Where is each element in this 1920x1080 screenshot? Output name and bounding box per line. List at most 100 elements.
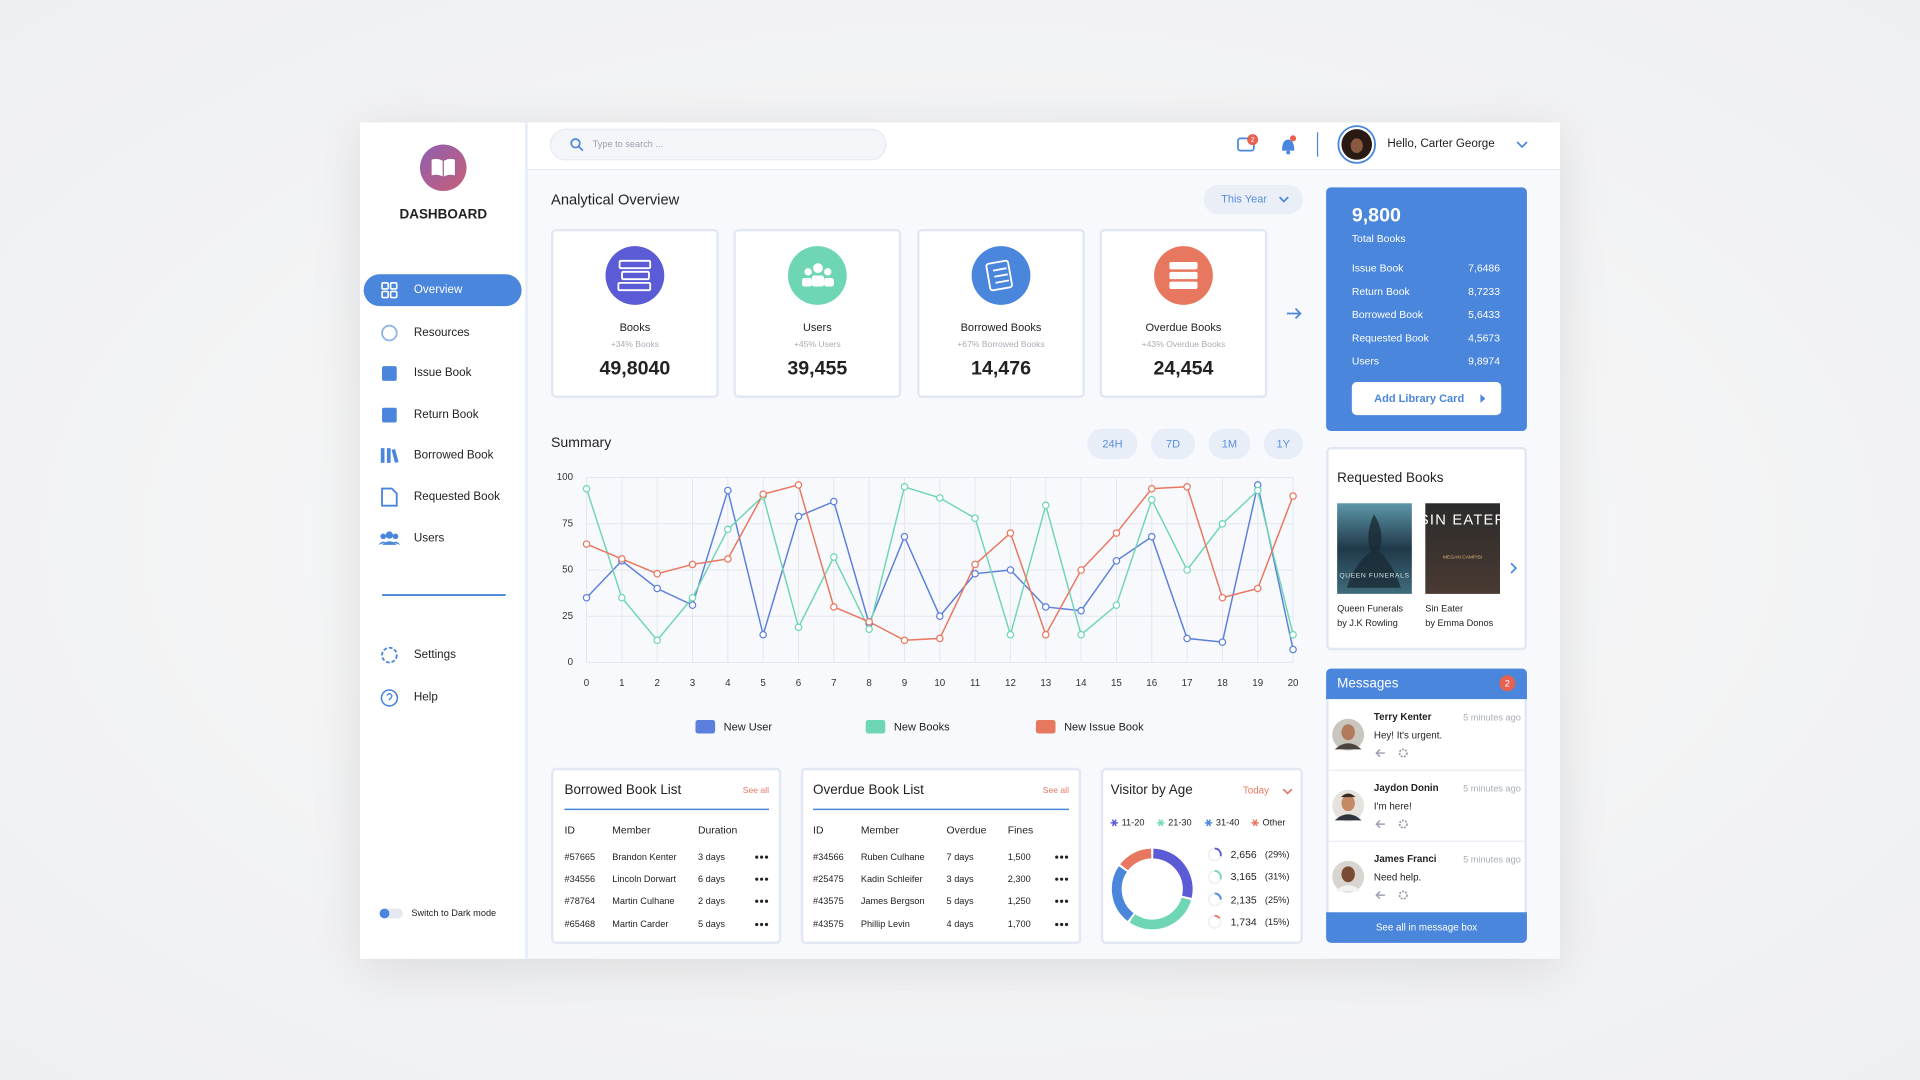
data-point [618,555,626,563]
button-label[interactable]: Add Library Card [1374,391,1465,405]
data-point [830,603,838,611]
count-label: 2,656 [1230,848,1257,861]
stat-change: +34% Books [610,341,660,350]
caret [1480,394,1486,403]
message-avatar [1332,789,1365,822]
reply-icon [1375,819,1385,829]
nav-item[interactable]: Users [413,531,445,546]
count-label: 2,135 [1230,893,1257,906]
data-point [1077,630,1085,639]
donut-segment [1152,848,1193,898]
stat-icon-glyph [985,259,1013,292]
period-button[interactable] [1263,428,1303,460]
messages-footer[interactable] [1326,912,1527,943]
x-tick-label: 7 [831,678,836,689]
table-cell: #25475 [813,873,844,885]
data-point [971,560,979,569]
bell-icon[interactable] [1282,139,1295,151]
nav-icon [378,531,401,545]
table-cell: James Bergson [860,895,925,907]
nav-item[interactable]: Borrowed Book [413,448,494,462]
period-button[interactable] [1208,428,1251,460]
table-cell: #57665 [564,851,596,863]
period-button[interactable] [1087,428,1138,460]
nav-item[interactable]: Help [413,690,438,705]
data-point [900,636,909,645]
nav-item[interactable]: Issue Book [413,366,472,380]
row-menu-dot [760,855,764,859]
data-point [1218,593,1227,602]
legend-label: 31-40 [1215,817,1240,829]
x-tick-label: 5 [760,678,766,689]
data-point [582,540,591,548]
period-label[interactable]: 1M [1221,437,1238,450]
data-point [1218,638,1227,646]
cover-title: QUEEN FUNERALS [1339,572,1409,579]
x-tick-label: 0 [584,678,590,689]
period-label[interactable]: 24H [1102,437,1123,450]
nav-item[interactable]: Return Book [413,408,479,422]
card-title: Visitor by Age [1110,783,1193,798]
nav-item[interactable]: Resources [413,326,470,340]
data-point [1077,566,1085,574]
nav-item[interactable]: Overview [413,283,463,297]
greeting[interactable]: Hello, Carter George [1387,137,1495,151]
period-label[interactable]: 1Y [1276,437,1291,450]
column-header: Fines [1007,823,1034,837]
period-label[interactable]: Today [1242,784,1270,796]
dark-mode-toggle[interactable] [379,908,403,919]
data-point [900,483,909,491]
chevron[interactable] [1516,141,1528,149]
logo-icon [430,157,457,179]
data-point [1218,519,1227,528]
avatar-face [1350,138,1363,154]
data-point [1041,630,1050,639]
x-tick-label: 3 [690,678,696,689]
next-arrow[interactable] [1286,307,1302,319]
data-point [936,612,944,621]
donut-segment [1111,866,1134,921]
chevron[interactable] [1282,788,1293,795]
data-point [653,569,661,578]
totals-row-value: 5,6433 [1468,308,1501,321]
help-icon [386,693,393,701]
table-cell: 1,700 [1007,918,1031,930]
period-label[interactable]: This Year [1221,192,1268,206]
book-title: Queen Funerals [1337,602,1404,614]
table-cell: 2,300 [1007,873,1031,885]
data-point [794,512,803,521]
reply-icon [1375,748,1385,758]
table-cell: 3 days [697,851,726,863]
data-point [1183,634,1191,643]
see-all-link[interactable]: See all [742,786,769,796]
period-label[interactable]: 7D [1166,437,1181,450]
row-menu-dot [1060,877,1064,881]
row-menu-dot [1064,922,1069,927]
next-arrow[interactable] [1510,562,1518,574]
totals-row-label: Requested Book [1351,331,1429,344]
nav-item[interactable]: Requested Book [413,490,500,504]
column-header: ID [813,823,824,837]
nav-active-pill[interactable] [363,274,522,307]
x-tick-label: 1 [619,678,624,689]
stat-icon [787,246,847,305]
data-point [865,625,873,633]
x-tick-label: 9 [902,678,907,689]
card-title: Messages [1337,675,1399,691]
search-box[interactable] [549,128,887,161]
see-all-link[interactable]: See all [1042,786,1069,796]
settings-icon [1398,748,1408,758]
data-point [865,617,873,626]
book-cover[interactable] [1425,503,1501,594]
ring-indicator [1214,892,1222,900]
period-button[interactable] [1151,428,1196,460]
percent-label: (15%) [1264,916,1290,928]
message-badge [1247,134,1259,146]
stat-card [733,228,902,398]
nav-item[interactable]: Settings [413,648,456,662]
dark-mode-label: Switch to Dark mode [411,907,497,919]
stat-icon-glyph [1169,262,1198,289]
x-tick-label: 15 [1111,678,1122,689]
footer-link[interactable]: See all in message box [1375,922,1478,934]
add-card-button[interactable] [1351,382,1502,416]
